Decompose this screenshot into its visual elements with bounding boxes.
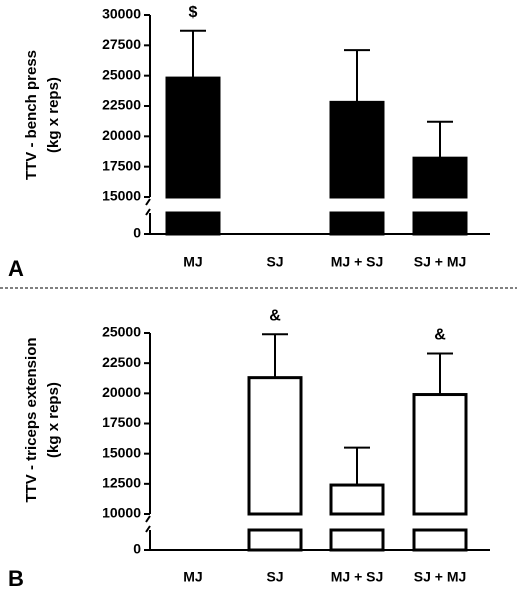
axis-break (145, 515, 151, 523)
x-tick-label: MJ (183, 569, 202, 585)
error-bar (427, 352, 453, 395)
y-tick-label: 15000 (102, 188, 141, 204)
y-axis-label: (kg x reps) (45, 382, 62, 458)
y-tick-label: 17500 (102, 157, 141, 173)
x-tick-label: MJ (183, 254, 202, 270)
bar-part (247, 528, 303, 552)
y-tick-label: 0 (133, 225, 141, 241)
bar-part (329, 100, 385, 199)
error-bar (180, 29, 206, 79)
y-tick-label: 15000 (102, 444, 141, 460)
axis-break (145, 198, 151, 206)
bar-part (329, 528, 385, 552)
annotation: $ (189, 4, 198, 21)
y-axis-label: TTV - triceps extension (23, 337, 40, 502)
bar (247, 376, 303, 552)
annotation: & (269, 307, 281, 324)
x-tick-label: MJ + SJ (331, 569, 384, 585)
bar-part (412, 211, 468, 236)
y-tick-label: 17500 (102, 414, 141, 430)
x-tick-label: MJ + SJ (331, 254, 384, 270)
bar-part (412, 393, 468, 516)
bar (329, 100, 385, 236)
y-tick-label: 0 (133, 541, 141, 557)
x-tick-label: SJ (266, 569, 283, 585)
y-tick-label: 20000 (102, 384, 141, 400)
y-tick-label: 20000 (102, 127, 141, 143)
bar (412, 393, 468, 552)
bar-part (247, 376, 303, 516)
bar-part (412, 528, 468, 552)
bar-part (165, 76, 221, 199)
bar (165, 76, 221, 236)
y-tick-label: 12500 (102, 475, 141, 491)
bar (412, 156, 468, 236)
y-axis-label: (kg x reps) (45, 77, 62, 153)
annotation: & (434, 327, 446, 344)
bar-part (329, 211, 385, 236)
y-tick-label: 22500 (102, 354, 141, 370)
y-axis-label: TTV - bench press (23, 50, 40, 180)
bar (329, 483, 385, 552)
y-tick-label: 22500 (102, 97, 141, 113)
y-tick-label: 10000 (102, 505, 141, 521)
x-tick-label: SJ + MJ (414, 254, 467, 270)
x-tick-label: SJ (266, 254, 283, 270)
bar-part (329, 483, 385, 516)
axis-break (145, 525, 151, 533)
y-tick-label: 27500 (102, 36, 141, 52)
bar-part (165, 211, 221, 236)
error-bar (344, 446, 370, 486)
y-tick-label: 25000 (102, 324, 141, 340)
x-tick-label: SJ + MJ (414, 569, 467, 585)
axis-break (145, 208, 151, 216)
error-bar (344, 49, 370, 103)
error-bar (427, 120, 453, 159)
panel-label: A (8, 256, 24, 281)
y-tick-label: 30000 (102, 6, 141, 22)
error-bar (262, 333, 288, 378)
bar-part (412, 156, 468, 199)
panel-label: B (8, 566, 24, 591)
y-tick-label: 25000 (102, 66, 141, 82)
